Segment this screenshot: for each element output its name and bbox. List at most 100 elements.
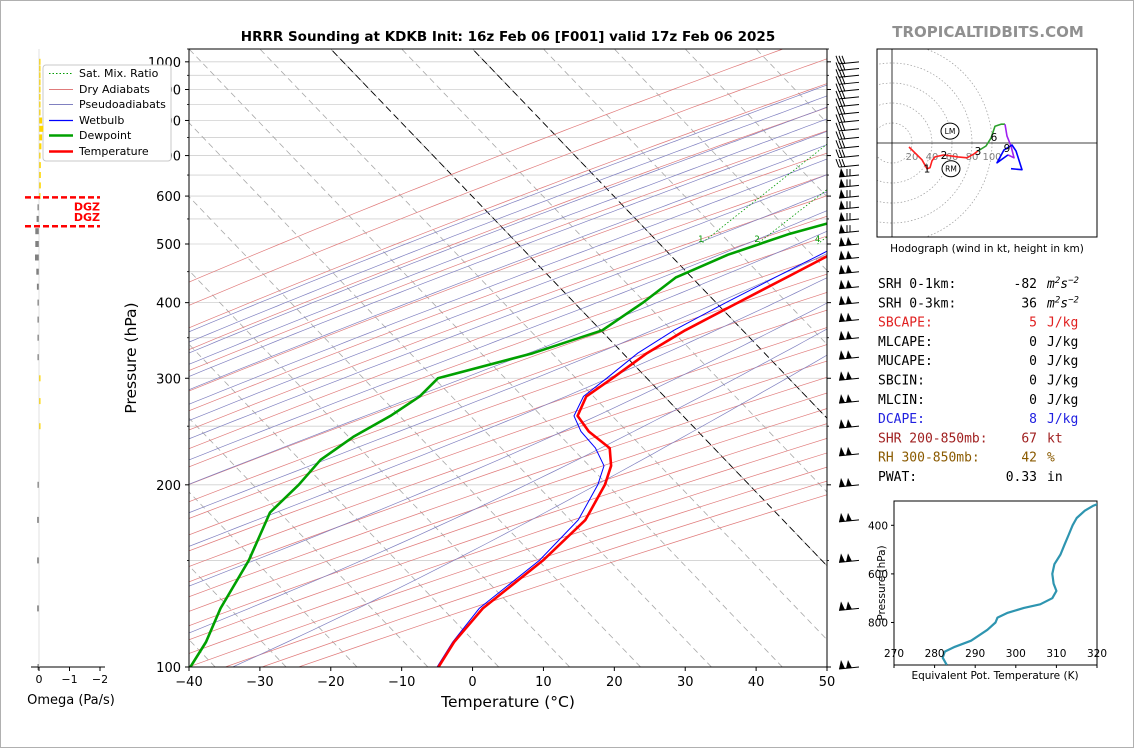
wind-barb-line [835, 122, 840, 131]
legend-mix-label: Sat. Mix. Ratio [79, 67, 159, 80]
mix-ratio-line [995, 49, 1133, 244]
index-row: PWAT: 0.33 in [878, 470, 1063, 485]
wind-barb-flag [839, 236, 845, 246]
dry-adiabat [189, 327, 827, 552]
moist-adiabat [189, 174, 827, 421]
hodograph-trace: 12 369 LM RM [908, 122, 1023, 178]
moist-adiabat [189, 144, 827, 391]
y-axis-label: Pressure (hPa) [122, 302, 140, 413]
dry-adiabat [189, 83, 827, 329]
moist-adiabat [189, 230, 827, 485]
mix-ratio-label: 4 [815, 235, 820, 245]
hodograph-segment [977, 123, 1005, 152]
wind-barb-flag [846, 250, 852, 259]
omega-bar [39, 72, 41, 79]
omega-bar [36, 268, 39, 275]
dry-adiabat [189, 273, 827, 503]
index-row: SBCIN: 0 J/kg [878, 374, 1078, 389]
wind-barb [838, 279, 860, 290]
hodograph-rm-label: RM [945, 165, 957, 174]
index-label: SRH 0-1km: [878, 277, 956, 292]
theta-clip-group [941, 503, 1097, 665]
wind-barb [838, 250, 860, 260]
isotherm-line [401, 49, 827, 493]
wind-barb-flag [846, 264, 852, 274]
dry-adiabat [189, 58, 827, 306]
wind-barb-line [835, 69, 840, 78]
dgz-top-label: DGZ [74, 211, 100, 224]
wind-barb [835, 69, 860, 78]
wind-barb-flag [846, 312, 852, 322]
dry-adiabat [189, 174, 827, 412]
wind-barb [835, 83, 860, 93]
wind-barb-flag [846, 371, 852, 380]
wind-barb-line [838, 140, 843, 149]
wind-barb-flag [839, 350, 845, 360]
x-tick-label: 10 [535, 675, 552, 690]
y-tick-label: 600 [156, 190, 181, 205]
wind-barb-line [841, 76, 846, 85]
dry-adiabat [189, 292, 827, 519]
dry-adiabat [189, 195, 827, 431]
wind-barb-line [835, 62, 840, 71]
hodograph-ring-label: 40 [926, 152, 939, 163]
wind-barb-line [841, 98, 846, 107]
index-unit-sup: 2 [1055, 295, 1060, 305]
mix-ratio-line [1019, 49, 1133, 244]
omega-bar [39, 101, 41, 108]
isotherm-line [189, 196, 641, 667]
wind-barb [835, 140, 860, 149]
wind-barb-line [835, 106, 840, 115]
wind-barb-line [841, 69, 846, 78]
theta-x-label: Equivalent Pot. Temperature (K) [911, 670, 1078, 682]
surface-temperature-label: 32F [1050, 59, 1072, 71]
wind-barb-line [838, 149, 843, 158]
isotherm-line [189, 49, 783, 667]
omega-tick-label: 0 [36, 673, 43, 686]
dry-adiabat [189, 392, 827, 612]
moist-adiabat [189, 95, 827, 343]
wind-barb-flag [839, 553, 845, 563]
omega-bar [37, 481, 39, 488]
y-tick-label: 100 [156, 661, 181, 676]
hodograph-rm-marker [941, 160, 961, 178]
dry-adiabat [189, 408, 827, 627]
wind-barb-flag [846, 279, 852, 289]
wind-barb [838, 601, 860, 611]
hodograph-segment [908, 146, 979, 170]
theta-e-panel: 270 280 290 300 310 320 400 600 800 [868, 500, 1107, 668]
index-row: MUCAPE: 0 J/kg [878, 354, 1078, 369]
wind-barb-line [841, 114, 846, 123]
index-row: SHR 200-850mb: 67 kt [878, 431, 1063, 446]
omega-axis-label: Omega (Pa/s) [27, 693, 115, 708]
wind-barb-line [841, 140, 846, 149]
wind-barb [838, 350, 860, 360]
index-value: 0 [1029, 374, 1037, 389]
hodograph-frame [876, 48, 1098, 238]
theta-y-tick-label: 400 [868, 520, 888, 532]
index-unit: m2s−2 [1046, 295, 1079, 311]
wind-barb-line [841, 90, 846, 100]
omega-bar [39, 375, 41, 382]
wind-barb-line [838, 83, 843, 92]
wind-barb [838, 211, 860, 222]
index-unit-sup: 2 [1055, 276, 1060, 286]
wind-barb-flag [846, 512, 852, 522]
dry-adiabat [189, 376, 827, 598]
index-row: SRH 0-3km: 36 m2s−2 [878, 295, 1079, 311]
wind-barb-flag [839, 168, 845, 178]
indices-table: SRH 0-1km: -82 m2s−2 SRH 0-3km: 36 m2s−2 SBCAP… [878, 276, 1079, 485]
omega-bar [39, 172, 41, 178]
omega-bar [36, 215, 39, 222]
omega-bar [39, 162, 41, 169]
wind-barb-line [835, 76, 840, 85]
wind-barb [838, 419, 860, 429]
isotherm-line [189, 269, 570, 667]
omega-bar [37, 316, 39, 323]
wind-barb [838, 200, 860, 210]
wind-barb [838, 371, 860, 381]
moist-adiabat [189, 277, 827, 547]
wind-barb [838, 312, 860, 323]
theta-x-tick-label: 300 [1006, 648, 1026, 660]
y-tick-label: 500 [156, 238, 181, 253]
